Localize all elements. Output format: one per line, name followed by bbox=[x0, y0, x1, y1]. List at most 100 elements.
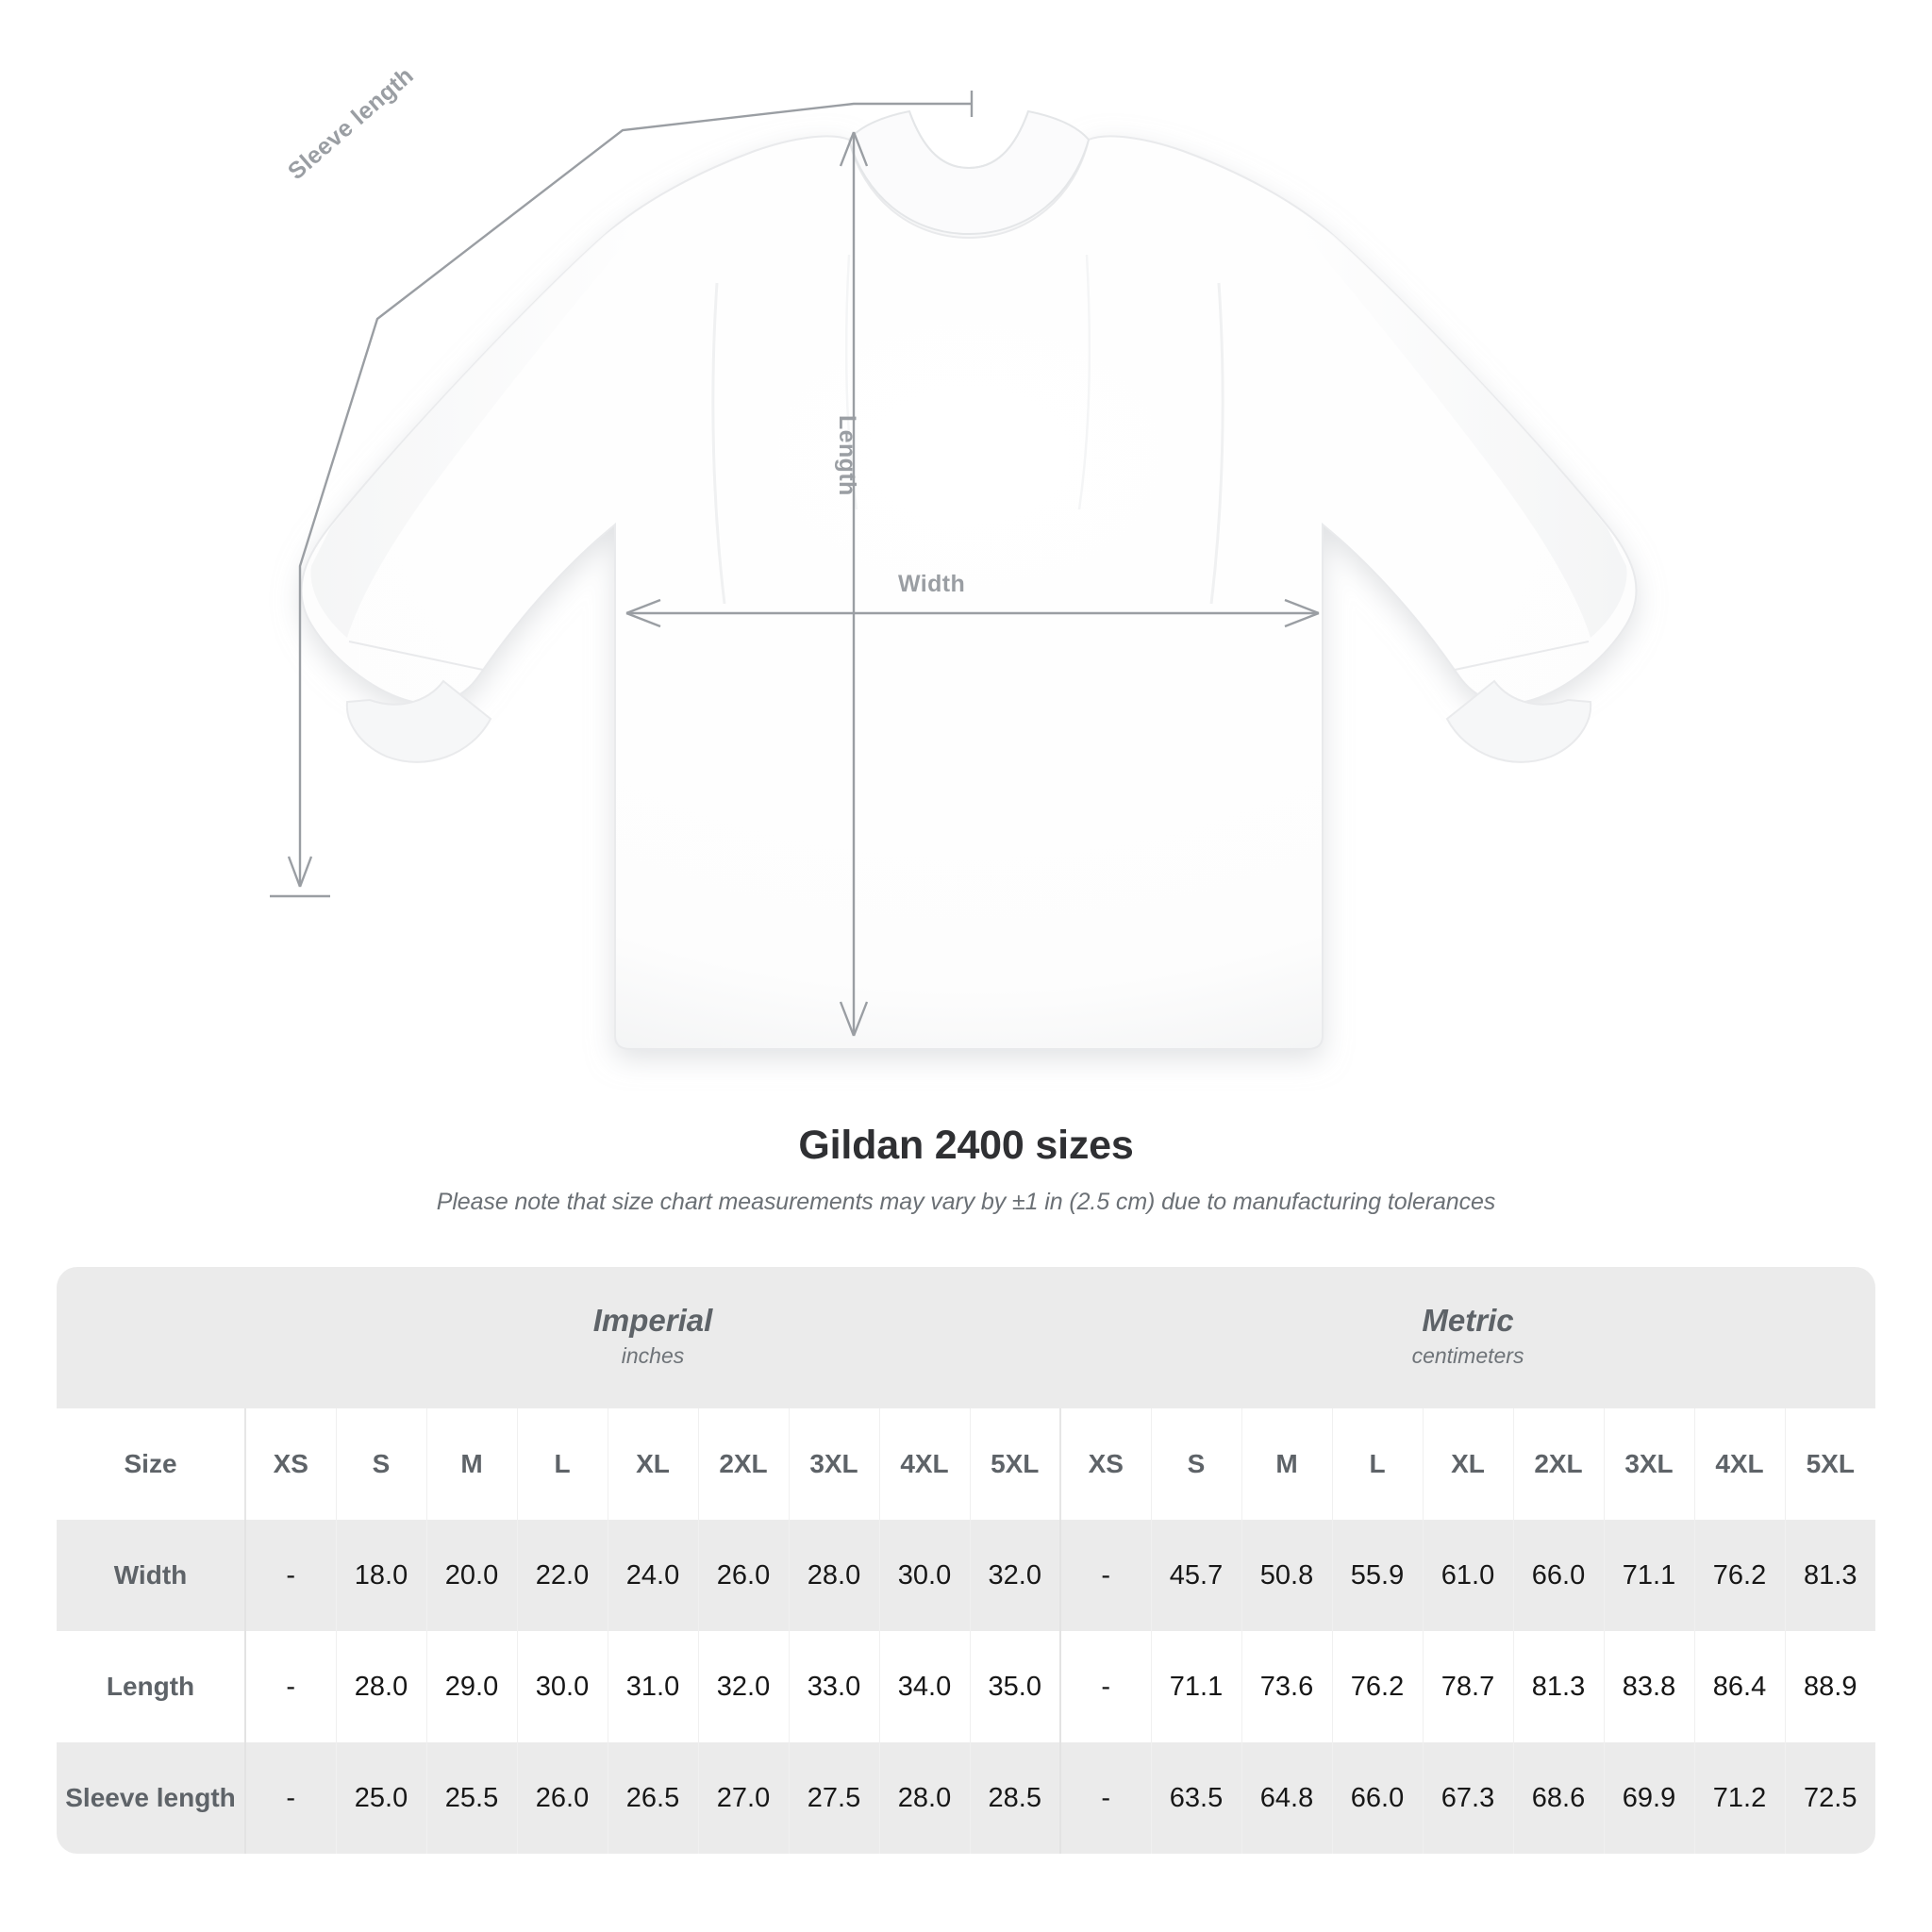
cell-width-imperial-5xl: 32.0 bbox=[969, 1520, 1060, 1631]
cell-sleeve-metric-l: 66.0 bbox=[1331, 1742, 1423, 1854]
cell-length-imperial-4xl: 34.0 bbox=[878, 1631, 970, 1742]
measure-lines bbox=[270, 91, 1320, 1037]
row-label-length: Length bbox=[57, 1631, 245, 1742]
cell-sleeve-imperial-m: 25.5 bbox=[425, 1742, 517, 1854]
size-header-imperial-xs: XS bbox=[244, 1408, 336, 1520]
cell-length-metric-m: 73.6 bbox=[1241, 1631, 1332, 1742]
cell-width-metric-xs: - bbox=[1059, 1520, 1151, 1631]
size-header-metric-l: L bbox=[1331, 1408, 1423, 1520]
page-subtitle: Please note that size chart measurements… bbox=[436, 1189, 1496, 1215]
right-sleeve-shade bbox=[1268, 192, 1627, 638]
cell-sleeve-metric-2xl: 68.6 bbox=[1512, 1742, 1604, 1854]
cell-sleeve-imperial-xs: - bbox=[244, 1742, 336, 1854]
cell-sleeve-metric-xs: - bbox=[1059, 1742, 1151, 1854]
cell-sleeve-metric-xl: 67.3 bbox=[1422, 1742, 1513, 1854]
cell-sleeve-imperial-l: 26.0 bbox=[516, 1742, 608, 1854]
cell-width-imperial-l: 22.0 bbox=[516, 1520, 608, 1631]
cell-width-imperial-4xl: 30.0 bbox=[878, 1520, 970, 1631]
cell-width-metric-s: 45.7 bbox=[1150, 1520, 1241, 1631]
width-dimension-label: Width bbox=[898, 571, 966, 597]
cell-length-imperial-3xl: 33.0 bbox=[788, 1631, 879, 1742]
length-arrow-bottom bbox=[839, 1001, 869, 1037]
cell-sleeve-metric-5xl: 72.5 bbox=[1784, 1742, 1876, 1854]
cell-sleeve-metric-3xl: 69.9 bbox=[1603, 1742, 1694, 1854]
shirt-silhouette bbox=[300, 135, 1638, 1050]
size-header-label: Size bbox=[57, 1408, 245, 1520]
cell-length-imperial-5xl: 35.0 bbox=[969, 1631, 1060, 1742]
size-header-metric-5xl: 5XL bbox=[1784, 1408, 1876, 1520]
size-header-metric-xl: XL bbox=[1422, 1408, 1513, 1520]
cell-sleeve-imperial-3xl: 27.5 bbox=[788, 1742, 879, 1854]
garment-illustration bbox=[270, 91, 1638, 1050]
cell-sleeve-metric-s: 63.5 bbox=[1150, 1742, 1241, 1854]
size-header-imperial-s: S bbox=[335, 1408, 426, 1520]
size-chart-table: Imperial inches Metric centimeters Size … bbox=[57, 1267, 1876, 1854]
table-row: Length - 28.0 29.0 30.0 31.0 32.0 33.0 3… bbox=[57, 1631, 1876, 1742]
table-row: Sleeve length - 25.0 25.5 26.0 26.5 27.0… bbox=[57, 1742, 1876, 1854]
size-header-metric-s: S bbox=[1150, 1408, 1241, 1520]
width-arrow-left bbox=[625, 598, 661, 628]
cell-sleeve-metric-4xl: 71.2 bbox=[1693, 1742, 1785, 1854]
cell-length-imperial-m: 29.0 bbox=[425, 1631, 517, 1742]
cell-width-metric-2xl: 66.0 bbox=[1512, 1520, 1604, 1631]
cell-width-metric-xl: 61.0 bbox=[1422, 1520, 1513, 1631]
size-header-metric-2xl: 2XL bbox=[1512, 1408, 1604, 1520]
cell-width-metric-l: 55.9 bbox=[1331, 1520, 1423, 1631]
left-sleeve-shade bbox=[310, 192, 670, 638]
table-row: Width - 18.0 20.0 22.0 24.0 26.0 28.0 30… bbox=[57, 1520, 1876, 1631]
cell-width-imperial-m: 20.0 bbox=[425, 1520, 517, 1631]
cell-width-imperial-xs: - bbox=[244, 1520, 336, 1631]
cell-length-metric-xs: - bbox=[1059, 1631, 1151, 1742]
size-header-imperial-2xl: 2XL bbox=[697, 1408, 789, 1520]
left-cuff bbox=[345, 679, 492, 763]
unit-group-metric: Metric centimeters bbox=[1060, 1267, 1876, 1408]
size-header-metric-4xl: 4XL bbox=[1693, 1408, 1785, 1520]
cell-sleeve-metric-m: 64.8 bbox=[1241, 1742, 1332, 1854]
cell-width-metric-5xl: 81.3 bbox=[1784, 1520, 1876, 1631]
sleeve-arrow-head bbox=[287, 856, 313, 888]
cell-width-imperial-s: 18.0 bbox=[335, 1520, 426, 1631]
cell-sleeve-imperial-xl: 26.5 bbox=[607, 1742, 698, 1854]
cell-length-metric-xl: 78.7 bbox=[1422, 1631, 1513, 1742]
size-header-imperial-4xl: 4XL bbox=[878, 1408, 970, 1520]
size-header-metric-m: M bbox=[1241, 1408, 1332, 1520]
cell-width-metric-4xl: 76.2 bbox=[1693, 1520, 1785, 1631]
cell-width-imperial-2xl: 26.0 bbox=[697, 1520, 789, 1631]
cell-length-metric-3xl: 83.8 bbox=[1603, 1631, 1694, 1742]
unit-header-row: Imperial inches Metric centimeters bbox=[57, 1267, 1876, 1408]
size-header-imperial-xl: XL bbox=[607, 1408, 698, 1520]
cell-length-imperial-l: 30.0 bbox=[516, 1631, 608, 1742]
width-arrow-right bbox=[1284, 598, 1320, 628]
sleeve-length-guide bbox=[298, 102, 972, 887]
size-header-row: Size XS S M L XL 2XL 3XL 4XL 5XL XS S M … bbox=[57, 1408, 1876, 1520]
cell-sleeve-imperial-5xl: 28.5 bbox=[969, 1742, 1060, 1854]
cell-length-metric-5xl: 88.9 bbox=[1784, 1631, 1876, 1742]
cell-length-imperial-xl: 31.0 bbox=[607, 1631, 698, 1742]
size-header-metric-xs: XS bbox=[1059, 1408, 1151, 1520]
right-cuff bbox=[1445, 679, 1592, 763]
page-title: Gildan 2400 sizes bbox=[798, 1123, 1134, 1168]
length-arrow-top bbox=[839, 131, 869, 167]
cell-width-metric-m: 50.8 bbox=[1241, 1520, 1332, 1631]
row-label-width: Width bbox=[57, 1520, 245, 1631]
cell-sleeve-imperial-s: 25.0 bbox=[335, 1742, 426, 1854]
cell-length-imperial-s: 28.0 bbox=[335, 1631, 426, 1742]
cell-width-imperial-xl: 24.0 bbox=[607, 1520, 698, 1631]
cell-sleeve-imperial-4xl: 28.0 bbox=[878, 1742, 970, 1854]
garment-diagram: Sleeve length Length Width bbox=[270, 61, 1638, 1050]
size-header-imperial-m: M bbox=[425, 1408, 517, 1520]
unit-sub-metric: centimeters bbox=[1411, 1342, 1524, 1368]
cell-length-imperial-2xl: 32.0 bbox=[697, 1631, 789, 1742]
unit-sub-imperial: inches bbox=[621, 1342, 685, 1368]
cell-length-metric-4xl: 86.4 bbox=[1693, 1631, 1785, 1742]
size-header-imperial-l: L bbox=[516, 1408, 608, 1520]
unit-name-imperial: Imperial bbox=[592, 1302, 713, 1338]
table-corner-cell bbox=[57, 1267, 245, 1408]
cell-length-metric-l: 76.2 bbox=[1331, 1631, 1423, 1742]
unit-name-metric: Metric bbox=[1422, 1302, 1514, 1338]
size-header-imperial-3xl: 3XL bbox=[788, 1408, 879, 1520]
unit-group-imperial: Imperial inches bbox=[245, 1267, 1060, 1408]
cell-width-imperial-3xl: 28.0 bbox=[788, 1520, 879, 1631]
cell-length-imperial-xs: - bbox=[244, 1631, 336, 1742]
cell-width-metric-3xl: 71.1 bbox=[1603, 1520, 1694, 1631]
